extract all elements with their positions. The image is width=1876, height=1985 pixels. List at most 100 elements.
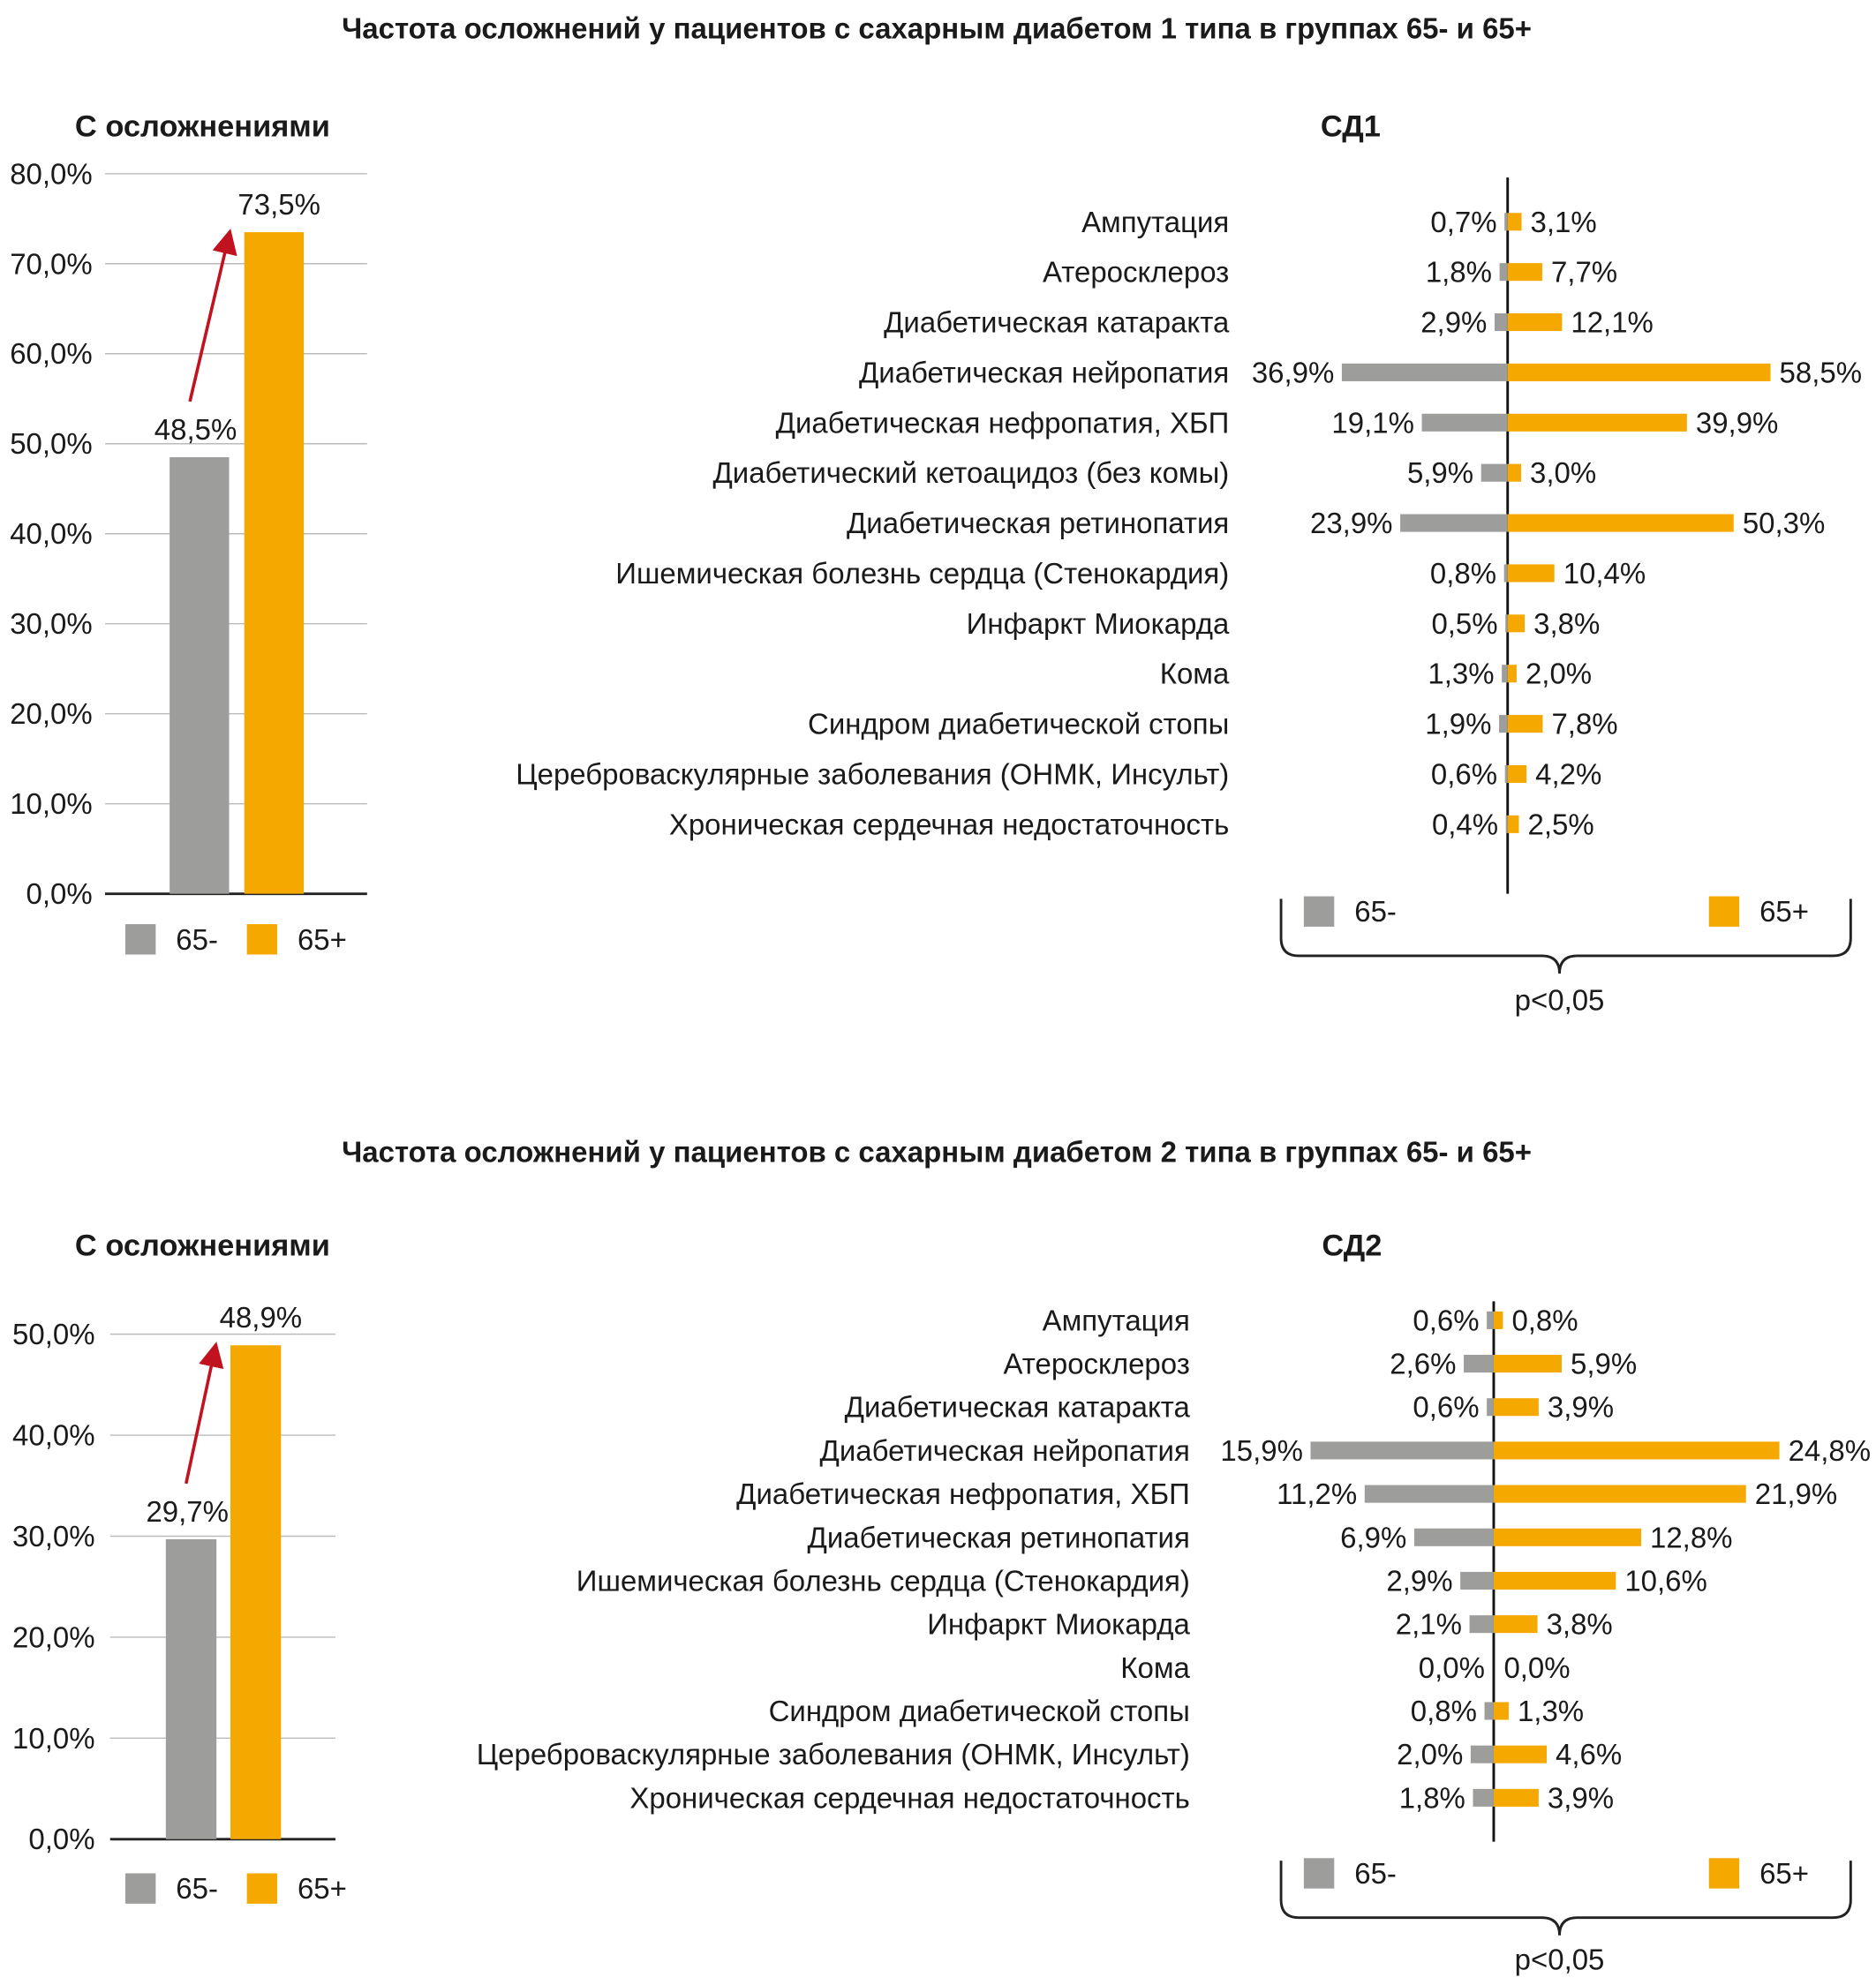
value-label-over65: 12,8%: [1650, 1521, 1732, 1553]
bar-over65: [1507, 263, 1542, 282]
value-label-over65: 10,4%: [1563, 557, 1646, 590]
category-label: Диабетическая нейропатия: [859, 356, 1229, 388]
category-label: Атеросклероз: [1004, 1348, 1190, 1380]
legend-label: 65-: [176, 923, 218, 956]
bar-value-label: 48,5%: [154, 413, 237, 446]
value-label-over65: 0,8%: [1511, 1304, 1578, 1336]
category-label: Инфаркт Миокарда: [967, 607, 1230, 640]
chart-title: СД2: [1322, 1229, 1382, 1262]
legend-label: 65-: [1354, 1857, 1397, 1890]
legend-swatch-under65: [1303, 1858, 1335, 1889]
value-label-under65: 1,3%: [1428, 658, 1494, 690]
value-label-under65: 2,1%: [1396, 1608, 1462, 1641]
value-label-over65: 24,8%: [1789, 1434, 1871, 1467]
legend-swatch-under65: [1303, 896, 1335, 927]
category-label: Диабетическая катаракта: [884, 306, 1230, 339]
bar-over65: [1507, 815, 1519, 833]
value-label-under65: 0,6%: [1431, 757, 1497, 790]
category-label: Диабетический кетоацидоз (без комы): [712, 456, 1229, 489]
y-tick-label: 10,0%: [10, 787, 92, 820]
category-label: Диабетическая нефропатия, ХБП: [776, 406, 1230, 439]
legend-label: 65+: [1759, 895, 1809, 928]
bar-under65: [1470, 1745, 1494, 1763]
bar-65+: [244, 232, 305, 894]
category-label: Цереброваскулярные заболевания (ОНМК, Ин…: [477, 1738, 1190, 1771]
value-label-over65: 4,2%: [1535, 757, 1601, 790]
bar-under65: [1480, 463, 1508, 482]
value-label-under65: 2,9%: [1420, 306, 1487, 339]
value-label-over65: 21,9%: [1755, 1477, 1837, 1510]
bar-65-: [165, 1538, 217, 1839]
bar-65-: [170, 457, 230, 894]
bar-over65: [1507, 715, 1543, 733]
bar-over65: [1507, 614, 1526, 633]
bar-over65: [1493, 1311, 1503, 1329]
category-label: Диабетическая нефропатия, ХБП: [736, 1477, 1190, 1510]
legend-label: 65+: [298, 923, 347, 956]
category-label: Ишемическая болезнь сердца (Стенокардия): [615, 557, 1229, 590]
bar-value-label: 73,5%: [237, 188, 320, 221]
bar-over65: [1507, 665, 1517, 683]
y-tick-label: 0,0%: [26, 877, 93, 910]
category-label: Ампутация: [1043, 1304, 1190, 1336]
bar-over65: [1493, 1788, 1539, 1807]
value-label-under65: 0,5%: [1431, 607, 1497, 640]
bar-over65: [1507, 764, 1527, 784]
legend-swatch-over65: [1708, 896, 1740, 927]
p-value-annotation: p<0,05: [1515, 984, 1605, 1017]
legend-label: 65+: [298, 1872, 347, 1905]
y-tick-label: 20,0%: [12, 1620, 94, 1653]
y-tick-label: 30,0%: [10, 607, 92, 640]
value-label-over65: 12,1%: [1571, 306, 1653, 339]
value-label-under65: 0,0%: [1419, 1651, 1485, 1684]
value-label-over65: 2,5%: [1528, 808, 1594, 840]
bar-over65: [1507, 363, 1771, 381]
bar-over65: [1493, 1398, 1539, 1417]
bar-over65: [1507, 413, 1687, 432]
value-label-over65: 5,9%: [1571, 1348, 1637, 1380]
category-label: Хроническая сердечная недостаточность: [669, 808, 1229, 840]
bar-over65: [1493, 1745, 1547, 1763]
y-tick-label: 70,0%: [10, 247, 92, 280]
category-label: Диабетическая катаракта: [845, 1391, 1191, 1424]
increase-arrow: [185, 1342, 224, 1485]
bar-under65: [1487, 1311, 1494, 1329]
legend-label: 65-: [176, 1872, 218, 1905]
bar-under65: [1473, 1788, 1494, 1807]
bar-under65: [1413, 1528, 1494, 1546]
bar-over65: [1507, 514, 1734, 532]
category-label: Диабетическая ретинопатия: [808, 1521, 1190, 1553]
chart-title: Частота осложнений у пациентов с сахарны…: [342, 1136, 1532, 1169]
value-label-under65: 2,0%: [1397, 1738, 1463, 1771]
significance-brace: [1279, 899, 1852, 974]
category-label: Кома: [1120, 1651, 1190, 1684]
bar-under65: [1504, 764, 1508, 784]
bar-under65: [1310, 1441, 1494, 1460]
value-label-over65: 1,3%: [1518, 1695, 1584, 1727]
y-tick-label: 30,0%: [12, 1520, 94, 1553]
bar-under65: [1341, 363, 1508, 381]
value-label-under65: 11,2%: [1277, 1477, 1357, 1510]
value-label-under65: 5,9%: [1407, 456, 1473, 489]
value-label-under65: 0,4%: [1432, 808, 1498, 840]
value-label-over65: 4,6%: [1556, 1738, 1622, 1771]
bar-over65: [1507, 312, 1563, 332]
bar-over65: [1507, 564, 1555, 583]
value-label-under65: 6,9%: [1340, 1521, 1406, 1553]
value-label-over65: 58,5%: [1780, 356, 1862, 388]
bar-value-label: 29,7%: [146, 1495, 228, 1528]
y-tick-label: 10,0%: [12, 1722, 94, 1755]
value-label-over65: 10,6%: [1624, 1564, 1706, 1597]
bar-under65: [1464, 1355, 1494, 1373]
category-label: Синдром диабетической стопы: [808, 708, 1229, 741]
value-label-over65: 3,8%: [1533, 607, 1600, 640]
value-label-over65: 3,1%: [1531, 206, 1597, 238]
value-label-under65: 1,8%: [1399, 1781, 1465, 1814]
legend-swatch-over65: [246, 1873, 278, 1904]
bar-over65: [1493, 1571, 1616, 1590]
value-label-under65: 1,9%: [1425, 708, 1491, 741]
category-label: Хроническая сердечная недостаточность: [629, 1781, 1189, 1814]
bar-under65: [1400, 514, 1508, 532]
chart-subtitle: С осложнениями: [75, 110, 330, 144]
value-label-under65: 0,6%: [1413, 1304, 1479, 1336]
